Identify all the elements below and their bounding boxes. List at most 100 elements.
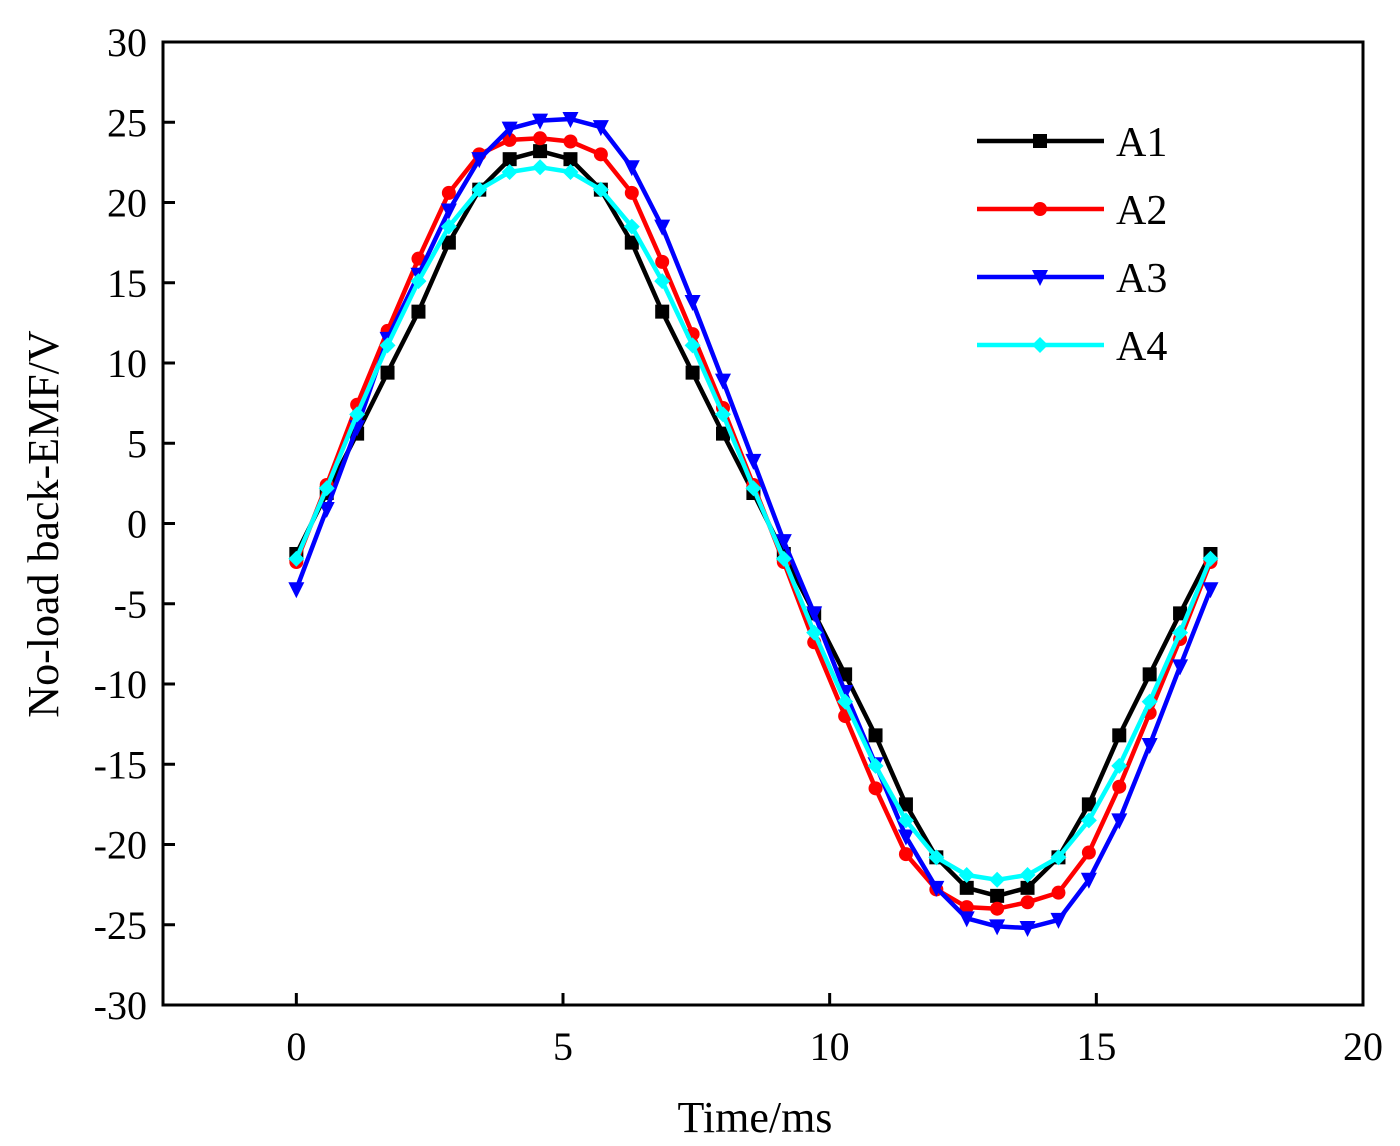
point-a1 [990, 888, 1005, 903]
point-a2 [563, 134, 578, 149]
point-a1 [502, 152, 517, 167]
plot-frame [161, 40, 1365, 1007]
series-layer [288, 112, 1219, 937]
y-tick-label: 5 [127, 421, 147, 466]
point-a4 [1202, 550, 1219, 567]
point-a1 [563, 152, 578, 167]
point-a3 [897, 829, 914, 846]
point-a4 [1050, 849, 1067, 866]
point-a3 [318, 502, 335, 519]
legend: A1 A2 A3 A4 [977, 120, 1167, 370]
point-a3 [532, 113, 549, 130]
point-a4 [684, 337, 701, 354]
x-tick-label: 15 [1076, 1024, 1116, 1069]
point-a1 [380, 365, 395, 380]
point-a2 [898, 847, 913, 862]
point-a3 [471, 152, 488, 169]
legend-label-a2: A2 [1116, 188, 1167, 234]
point-a3 [1080, 872, 1097, 889]
point-a4 [501, 164, 518, 181]
point-a4 [806, 624, 823, 641]
point-a1 [1112, 728, 1127, 743]
series-a4 [288, 159, 1219, 888]
y-tick-label: 25 [107, 100, 147, 145]
legend-item-a4: A4 [977, 324, 1167, 370]
point-a4 [958, 866, 975, 883]
point-a3 [684, 295, 701, 312]
point-a3 [623, 160, 640, 177]
legend-marker-a2 [1033, 202, 1047, 216]
point-a2 [441, 185, 456, 200]
point-a1 [1081, 797, 1096, 812]
series-line-a1 [294, 148, 1213, 899]
point-a2 [624, 185, 639, 200]
point-a3 [715, 373, 731, 390]
legend-label-a3: A3 [1116, 256, 1167, 302]
point-a4 [715, 406, 731, 423]
point-a3 [288, 582, 305, 599]
point-a3 [989, 919, 1006, 936]
point-a4 [318, 480, 335, 497]
point-a3 [1111, 813, 1128, 830]
y-tick-label: -15 [94, 742, 147, 787]
point-a1 [1142, 667, 1157, 682]
point-a3 [440, 203, 457, 220]
legend-label-a1: A1 [1116, 120, 1167, 166]
point-a3 [775, 534, 792, 551]
point-a3 [1141, 737, 1158, 754]
legend-item-a2: A2 [977, 188, 1167, 234]
point-a4 [1019, 866, 1036, 883]
point-a2 [959, 900, 974, 915]
point-a3 [1172, 659, 1189, 676]
legend-item-a3: A3 [977, 256, 1167, 302]
y-tick-label: 0 [127, 502, 147, 547]
point-a1 [716, 426, 730, 441]
point-a3 [592, 120, 609, 137]
point-a1 [624, 235, 639, 250]
point-a4 [349, 406, 366, 423]
point-a1 [655, 304, 670, 319]
y-tick-label: 10 [107, 341, 147, 386]
y-tick-label: -30 [94, 983, 147, 1028]
point-a4 [989, 871, 1006, 888]
point-a4 [1141, 693, 1158, 710]
point-a2 [533, 131, 548, 146]
point-a3 [958, 911, 975, 928]
point-a3 [928, 880, 945, 897]
point-a1 [868, 728, 883, 743]
ticks-layer: 0 5 10 15 20 30 25 20 15 10 5 0 -5 -10 -15 -20 -25 -30 [94, 20, 1383, 1069]
x-tick-label: 10 [810, 1024, 850, 1069]
point-a4 [562, 164, 579, 181]
point-a4 [928, 849, 945, 866]
point-a3 [1019, 920, 1036, 937]
point-a2 [868, 781, 883, 796]
point-a3 [745, 453, 762, 470]
point-a1 [533, 144, 548, 159]
y-axis-title: No-load back-EMF/V [19, 330, 68, 718]
legend-item-a1: A1 [977, 120, 1167, 166]
point-a1 [959, 880, 974, 895]
point-a2 [1051, 885, 1066, 900]
point-a4 [379, 337, 396, 354]
point-a4 [410, 273, 427, 290]
point-a4 [775, 550, 792, 567]
y-tick-label: -20 [94, 823, 147, 868]
x-tick-label: 20 [1343, 1024, 1383, 1069]
point-a2 [502, 132, 517, 147]
series-line-a3 [294, 116, 1213, 931]
legend-marker-a4 [1032, 337, 1048, 353]
point-a3 [501, 121, 518, 138]
point-a4 [471, 181, 488, 198]
point-a2 [1112, 779, 1127, 794]
point-a1 [898, 797, 913, 812]
point-a4 [1080, 812, 1097, 829]
point-a3 [806, 606, 823, 623]
point-a1 [685, 365, 700, 380]
x-tick-label: 5 [553, 1024, 573, 1069]
legend-label-a4: A4 [1116, 324, 1167, 370]
point-a1 [1173, 606, 1188, 621]
point-a4 [654, 273, 671, 290]
point-a4 [1172, 624, 1189, 641]
point-a1 [441, 235, 456, 250]
